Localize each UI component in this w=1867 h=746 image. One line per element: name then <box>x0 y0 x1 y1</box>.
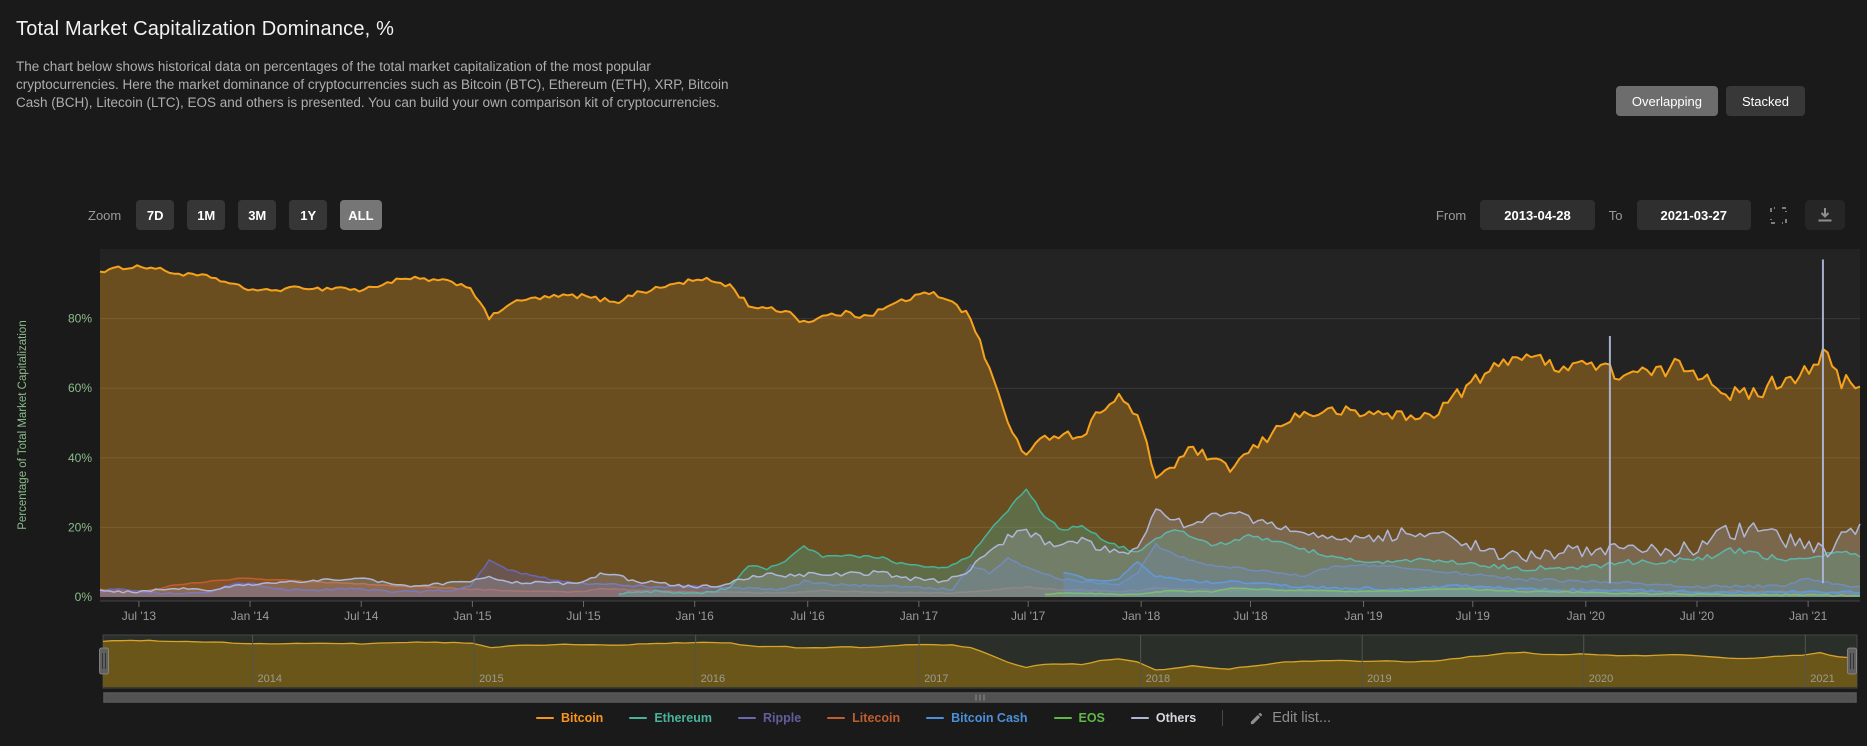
x-axis-label: Jan '16 <box>676 609 715 623</box>
x-axis-label: Jul '17 <box>1011 609 1046 623</box>
series-area-ripple <box>100 543 1860 597</box>
x-axis-label: Jan '18 <box>1122 609 1161 623</box>
legend-divider <box>1222 710 1224 726</box>
series-area-ethereum <box>618 489 1861 597</box>
x-axis-label: Jan '14 <box>231 609 270 623</box>
edit-list-button[interactable]: Edit list... <box>1249 710 1331 726</box>
fullscreen-icon <box>1769 206 1787 224</box>
from-date-input[interactable]: 2013-04-28 <box>1480 200 1595 230</box>
series-line-eos <box>1044 587 1861 597</box>
legend-item-ethereum[interactable]: Ethereum <box>629 711 712 725</box>
main-chart: 0% 20% 40% 60% 80% Percentage of Total Market… <box>17 249 1861 703</box>
download-icon <box>1818 208 1832 222</box>
page-title: Total Market Capitalization Dominance, % <box>16 18 395 40</box>
legend-swatch <box>1130 716 1149 720</box>
zoom-button-7d[interactable]: 7D <box>136 200 175 230</box>
navigator-year-label: 2016 <box>701 673 725 685</box>
zoom-button-1m[interactable]: 1M <box>187 200 226 230</box>
legend-swatch <box>629 716 648 720</box>
date-range-group: From 2013-04-28 To 2021-03-27 <box>1436 200 1845 230</box>
series-area-bitcoin-cash <box>1063 561 1860 597</box>
legend-item-litecoin[interactable]: Litecoin <box>827 711 900 725</box>
legend-swatch <box>535 716 554 720</box>
y-axis-label: 40% <box>68 451 92 465</box>
pencil-icon <box>1251 712 1263 724</box>
to-date-input[interactable]: 2021-03-27 <box>1636 200 1751 230</box>
navigator-year-label: 2021 <box>1810 673 1834 685</box>
legend-item-eos[interactable]: EOS <box>1053 711 1105 725</box>
navigator-handle-left[interactable] <box>99 647 109 675</box>
zoom-button-3m[interactable]: 3M <box>238 200 277 230</box>
legend-swatch <box>1053 716 1072 720</box>
x-axis-label: Jan '20 <box>1567 609 1606 623</box>
legend-item-bitcoin-cash[interactable]: Bitcoin Cash <box>926 711 1028 725</box>
navigator-series-area <box>103 640 1857 687</box>
chart-controls-row: Zoom 7D 1M 3M 1Y ALL From 2013-04-28 To 2021… <box>0 200 1867 232</box>
navigator-handle-right[interactable] <box>1847 647 1857 675</box>
y-axis-label: 0% <box>75 590 93 604</box>
navigator-year-label: 2015 <box>479 673 503 685</box>
navigator-series-line <box>102 639 1858 671</box>
y-axis-title: Percentage of Total Market Capitalizatio… <box>17 320 29 529</box>
zoom-button-1y[interactable]: 1Y <box>289 200 328 230</box>
to-label: To <box>1608 207 1623 223</box>
navigator-year-label: 2020 <box>1589 673 1613 685</box>
fullscreen-button[interactable] <box>1765 200 1791 230</box>
y-axis-label: 80% <box>68 312 92 326</box>
legend-item-ripple[interactable]: Ripple <box>737 711 802 725</box>
zoom-group: Zoom 7D 1M 3M 1Y ALL <box>88 200 382 230</box>
legend-label: Litecoin <box>852 711 901 725</box>
x-axis-label: Jan '17 <box>900 609 939 623</box>
x-axis-label: Jan '15 <box>453 609 492 623</box>
legend-swatch <box>737 716 756 720</box>
x-axis-label: Jul '13 <box>122 609 157 623</box>
zoom-button-all[interactable]: ALL <box>340 200 382 230</box>
series-area-others <box>100 509 1860 597</box>
x-axis-label: Jul '20 <box>1680 609 1715 623</box>
legend-label: Others <box>1155 711 1197 725</box>
x-axis-label: Jul '18 <box>1233 609 1268 623</box>
series-line-litecoin <box>99 577 1861 595</box>
y-axis-label: 20% <box>68 520 92 534</box>
x-axis-label: Jan '19 <box>1344 609 1383 623</box>
x-axis-label: Jul '16 <box>791 609 826 623</box>
y-axis-label: 60% <box>68 381 92 395</box>
series-line-ethereum <box>618 488 1861 595</box>
series-line-bitcoin <box>99 264 1861 479</box>
x-axis-label: Jan '21 <box>1789 609 1828 623</box>
series-line-others <box>99 508 1861 594</box>
navigator-year-label: 2019 <box>1367 673 1391 685</box>
legend-swatch <box>827 716 846 720</box>
stacked-button[interactable]: Stacked <box>1726 86 1805 116</box>
navigator-year-label: 2018 <box>1146 673 1170 685</box>
navigator-year-label: 2014 <box>258 673 282 685</box>
series-line-ripple <box>99 542 1861 595</box>
from-label: From <box>1435 207 1467 223</box>
chart-legend: Bitcoin Ethereum Ripple Litecoin Bitcoin Cas… <box>0 710 1867 726</box>
zoom-label: Zoom <box>88 207 122 223</box>
x-axis-label: Jul '14 <box>344 609 379 623</box>
legend-item-others[interactable]: Others <box>1130 711 1197 725</box>
legend-swatch <box>926 716 945 720</box>
x-axis-label: Jul '15 <box>566 609 601 623</box>
edit-list-label: Edit list... <box>1272 710 1332 726</box>
series-area-litecoin <box>100 578 1860 597</box>
page-description: The chart below shows historical data on… <box>16 59 729 110</box>
legend-label: EOS <box>1078 711 1105 725</box>
overlapping-button[interactable]: Overlapping <box>1615 86 1719 116</box>
legend-label: Ripple <box>762 711 802 725</box>
x-axis-label: Jul '19 <box>1456 609 1491 623</box>
download-button[interactable] <box>1805 200 1845 230</box>
view-mode-toggle: Overlapping Stacked <box>1615 86 1805 116</box>
plot-area <box>100 249 1860 601</box>
series-line-bitcoin-cash <box>1063 561 1861 595</box>
navigator-year-label: 2017 <box>924 673 948 685</box>
legend-label: Ethereum <box>654 711 712 725</box>
series-area-bitcoin <box>100 265 1860 597</box>
legend-item-bitcoin[interactable]: Bitcoin <box>535 711 604 725</box>
legend-label: Bitcoin Cash <box>951 711 1028 725</box>
legend-label: Bitcoin <box>560 711 604 725</box>
